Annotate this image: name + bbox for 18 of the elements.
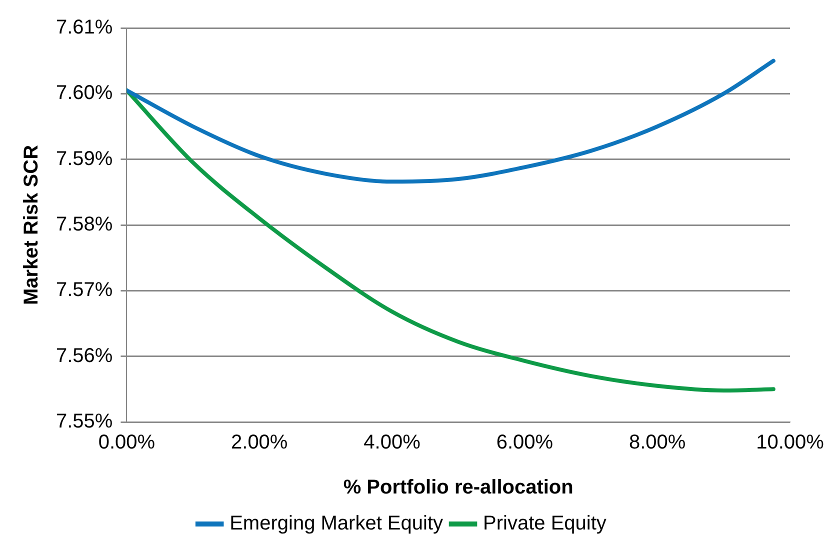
legend-label: Emerging Market Equity: [230, 512, 444, 535]
y-tick-label: 7.57%: [56, 279, 113, 302]
legend-label: Private Equity: [483, 512, 606, 535]
y-tick-label: 7.60%: [56, 82, 113, 104]
x-axis-title: % Portfolio re-allocation: [343, 476, 574, 499]
y-axis-title: Market Risk SCR: [20, 144, 43, 306]
y-tick-label: 7.55%: [56, 410, 113, 433]
x-tick-label: 6.00%: [496, 432, 554, 454]
y-tick-label: 7.59%: [56, 148, 113, 170]
x-tick-label: 8.00%: [628, 432, 686, 454]
y-tick-label: 7.58%: [56, 214, 113, 236]
line-series: [126, 58, 776, 184]
y-tick-label: 7.61%: [56, 16, 113, 39]
x-tick-label: 0.00%: [98, 432, 156, 454]
x-tick-label: 4.00%: [364, 432, 421, 454]
y-tick-label: 7.56%: [56, 344, 113, 367]
x-tick-label: 2.00%: [231, 432, 288, 454]
x-tick-label: 10.00%: [756, 432, 824, 454]
